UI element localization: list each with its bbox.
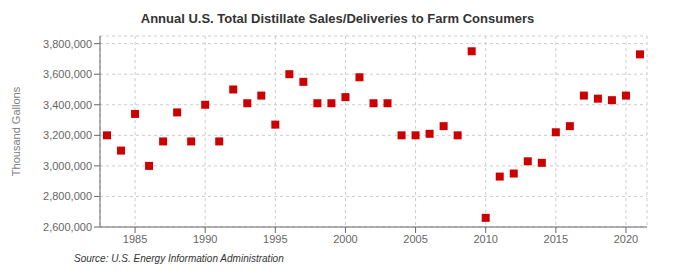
svg-text:2,600,000: 2,600,000 — [43, 221, 92, 233]
svg-text:2000: 2000 — [333, 233, 357, 245]
html-text:Source: U.S. Energy Informatio: Source: U.S. Energy Information Administ… — [74, 253, 284, 264]
svg-text:2,800,000: 2,800,000 — [43, 190, 92, 202]
svg-text:2015: 2015 — [544, 233, 568, 245]
svg-text:1990: 1990 — [193, 233, 217, 245]
svg-text:1995: 1995 — [263, 233, 287, 245]
svg-text:3,000,000: 3,000,000 — [43, 160, 92, 172]
svg-text:3,200,000: 3,200,000 — [43, 129, 92, 141]
svg-text:2020: 2020 — [614, 233, 638, 245]
svg-text:3,800,000: 3,800,000 — [43, 38, 92, 50]
svg-text:1985: 1985 — [123, 233, 147, 245]
html-text:Annual U.S. Total Distillate S: Annual U.S. Total Distillate Sales/Deliv… — [140, 11, 535, 26]
svg-text:3,400,000: 3,400,000 — [43, 99, 92, 111]
svg-text:2005: 2005 — [403, 233, 427, 245]
svg-text:3,600,000: 3,600,000 — [43, 68, 92, 80]
svg-text:2010: 2010 — [473, 233, 497, 245]
svg-text:Thousand Gallons: Thousand Gallons — [10, 86, 22, 176]
